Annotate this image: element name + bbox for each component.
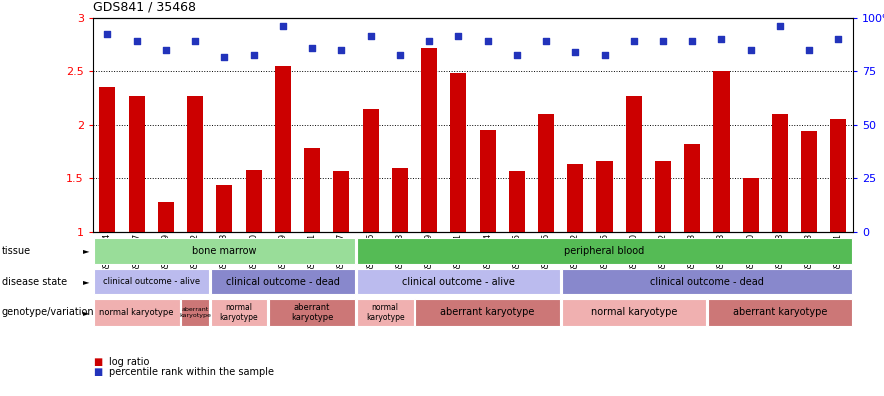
Bar <box>509 171 525 232</box>
Point <box>159 47 173 53</box>
Bar <box>210 269 355 294</box>
Point <box>802 47 816 53</box>
Bar <box>304 148 320 232</box>
Point <box>392 52 407 58</box>
Text: disease state: disease state <box>2 276 67 287</box>
Text: genotype/variation: genotype/variation <box>2 307 95 318</box>
Point <box>685 38 699 44</box>
Bar <box>415 299 560 326</box>
Text: clinical outcome - dead: clinical outcome - dead <box>226 276 339 287</box>
Text: ►: ► <box>83 308 90 317</box>
Text: ►: ► <box>83 277 90 286</box>
Point <box>656 38 670 44</box>
Bar <box>655 161 671 232</box>
Bar <box>597 161 613 232</box>
Bar <box>129 96 145 232</box>
Text: aberrant
karyotype: aberrant karyotype <box>179 307 211 318</box>
Bar <box>538 114 554 232</box>
Point <box>539 38 553 44</box>
Bar <box>158 202 174 232</box>
Bar <box>713 71 729 232</box>
Bar <box>392 168 408 232</box>
Bar <box>450 73 467 232</box>
Bar <box>187 96 203 232</box>
Bar <box>626 96 642 232</box>
Point <box>188 38 202 44</box>
Bar <box>421 48 437 232</box>
Point <box>334 47 348 53</box>
Bar <box>94 269 209 294</box>
Bar <box>357 299 414 326</box>
Text: normal
karyotype: normal karyotype <box>220 303 258 322</box>
Text: peripheral blood: peripheral blood <box>564 246 644 256</box>
Point <box>422 38 436 44</box>
Text: normal karyotype: normal karyotype <box>99 308 174 317</box>
Text: GDS841 / 35468: GDS841 / 35468 <box>93 1 196 14</box>
Text: bone marrow: bone marrow <box>192 246 256 256</box>
Text: aberrant karyotype: aberrant karyotype <box>733 307 827 318</box>
Bar <box>333 171 349 232</box>
Bar <box>743 178 758 232</box>
Point <box>101 30 115 37</box>
Text: ►: ► <box>83 247 90 255</box>
Bar <box>561 299 706 326</box>
Bar <box>479 130 496 232</box>
Bar <box>568 164 583 232</box>
Bar <box>708 299 852 326</box>
Bar <box>210 299 267 326</box>
Point <box>510 52 524 58</box>
Text: aberrant karyotype: aberrant karyotype <box>440 307 535 318</box>
Point <box>276 23 290 30</box>
Bar <box>357 269 560 294</box>
Bar <box>561 269 852 294</box>
Bar <box>275 66 291 232</box>
Bar <box>269 299 355 326</box>
Point <box>451 33 465 39</box>
Text: normal karyotype: normal karyotype <box>591 307 677 318</box>
Bar <box>684 144 700 232</box>
Point <box>627 38 641 44</box>
Point <box>481 38 495 44</box>
Point <box>773 23 787 30</box>
Point <box>217 54 232 61</box>
Text: tissue: tissue <box>2 246 31 256</box>
Text: percentile rank within the sample: percentile rank within the sample <box>109 367 274 377</box>
Bar <box>801 131 817 232</box>
Point <box>130 38 144 44</box>
Bar <box>99 87 116 232</box>
Text: log ratio: log ratio <box>109 357 149 367</box>
Bar <box>772 114 788 232</box>
Bar <box>94 238 355 264</box>
Text: aberrant
karyotype: aberrant karyotype <box>291 303 333 322</box>
Bar <box>181 299 209 326</box>
Point <box>305 45 319 51</box>
Text: ■: ■ <box>93 367 102 377</box>
Point <box>568 49 583 55</box>
Bar <box>830 120 847 232</box>
Bar <box>357 238 852 264</box>
Text: clinical outcome - alive: clinical outcome - alive <box>103 277 200 286</box>
Text: clinical outcome - dead: clinical outcome - dead <box>650 276 764 287</box>
Bar <box>246 169 262 232</box>
Text: ■: ■ <box>93 357 102 367</box>
Point <box>714 36 728 42</box>
Point <box>363 33 377 39</box>
Point <box>247 52 261 58</box>
Bar <box>94 299 179 326</box>
Point <box>743 47 758 53</box>
Text: normal
karyotype: normal karyotype <box>366 303 405 322</box>
Bar <box>217 185 232 232</box>
Text: clinical outcome - alive: clinical outcome - alive <box>402 276 514 287</box>
Point <box>831 36 845 42</box>
Point <box>598 52 612 58</box>
Bar <box>362 109 378 232</box>
